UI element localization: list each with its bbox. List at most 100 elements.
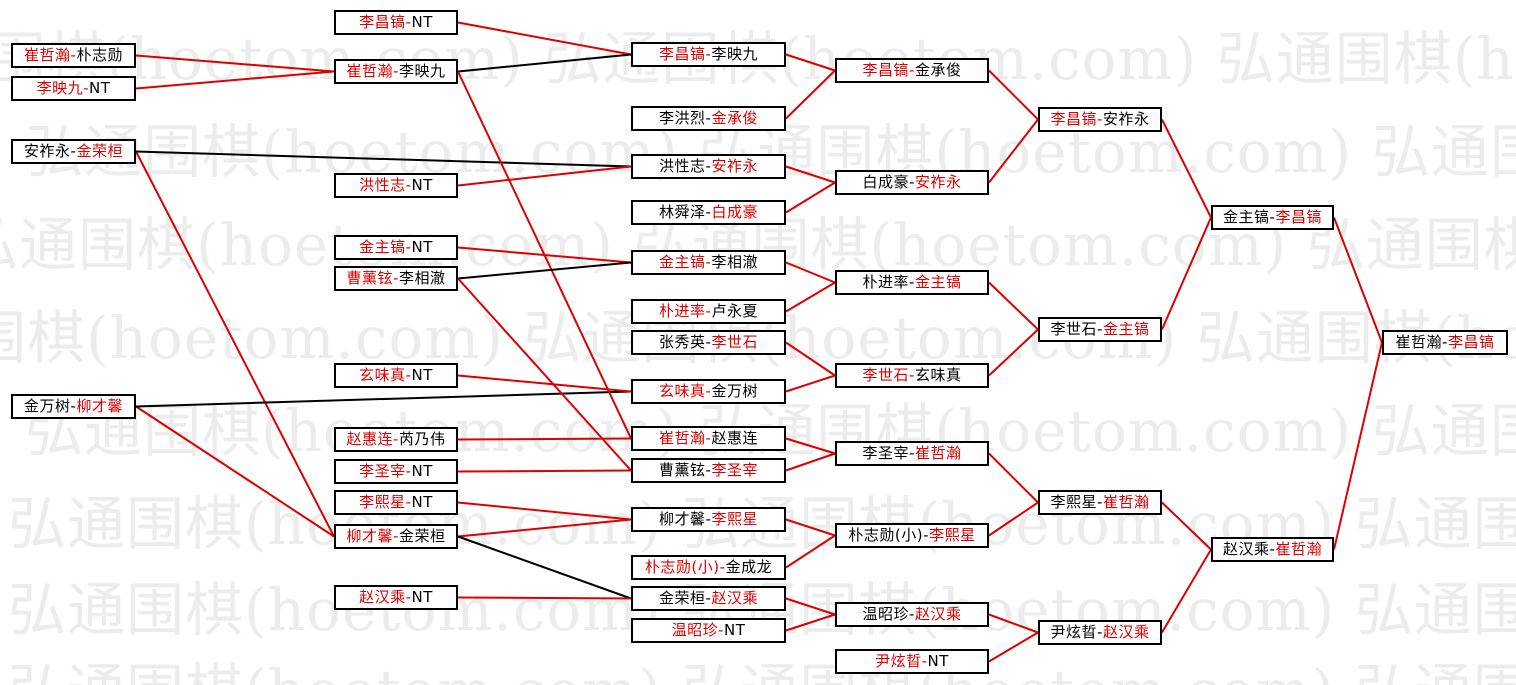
connector-line: [785, 53, 836, 72]
connector-line: [457, 261, 632, 280]
player-name-2: NT: [927, 652, 949, 670]
player-name-1: 洪性志: [659, 157, 706, 175]
name-separator: -: [1442, 333, 1448, 351]
match-box-e8: 尹炫晢 - NT: [835, 649, 989, 674]
connector-line: [135, 54, 335, 73]
player-name-2: 李映九: [711, 45, 758, 63]
match-box-g2: 赵汉乘 - 崔哲瀚: [1211, 537, 1334, 562]
match-box-b1: 崔哲瀚 - 朴志勋: [11, 43, 136, 68]
player-name-2: 安祚永: [711, 157, 758, 175]
connector-line: [457, 21, 632, 56]
match-box-b3: 安祚永 - 金荣桓: [11, 139, 136, 164]
player-name-2: 李相澈: [398, 269, 446, 287]
player-name-2: 金荣桓: [76, 142, 123, 160]
player-name-2: 崔哲瀚: [914, 444, 962, 462]
name-separator: -: [705, 333, 712, 351]
connector-line: [988, 328, 1039, 377]
name-separator: -: [1269, 208, 1276, 226]
player-name-1: 崔哲瀚: [659, 429, 706, 447]
match-box-c5: 曹薰铉 - 李相澈: [334, 266, 458, 291]
connector-line: [457, 246, 632, 264]
player-name-2: 安祚永: [914, 173, 962, 191]
player-name-1: 金主镐: [359, 238, 406, 256]
player-name-2: 李世石: [711, 333, 758, 351]
player-name-1: 玄味真: [659, 382, 706, 400]
connector-line: [785, 597, 836, 616]
player-name-2: 卢永夏: [711, 302, 758, 320]
name-separator: -: [1097, 110, 1103, 128]
connector-line: [988, 69, 1039, 121]
name-separator: -: [393, 430, 399, 448]
player-name-1: 玄味真: [359, 366, 406, 384]
player-name-1: 崔哲瀚: [346, 62, 394, 80]
player-name-2: 金万树: [711, 382, 758, 400]
player-name-2: 金荣桓: [398, 527, 446, 545]
match-box-f4: 尹炫晢 - 赵汉乘: [1038, 620, 1162, 645]
name-separator: -: [705, 429, 712, 447]
match-box-c2: 崔哲瀚 - 李映九: [334, 59, 458, 84]
connector-line: [457, 596, 632, 600]
name-separator: -: [705, 510, 712, 528]
name-separator: -: [1097, 623, 1103, 641]
player-name-1: 崔哲瀚: [1395, 333, 1443, 351]
player-name-1: 温昭珍: [671, 621, 719, 639]
match-box-c9: 李熙星 - NT: [334, 490, 458, 515]
player-name-2: 芮乃伟: [398, 430, 446, 448]
match-box-c11: 赵汉乘 - NT: [334, 585, 458, 610]
player-name-2: 赵汉乘: [711, 589, 758, 607]
player-name-1: 李昌镐: [862, 61, 910, 79]
connector-line: [988, 118, 1039, 184]
player-name-1: 金荣桓: [659, 589, 706, 607]
connector-line: [457, 469, 632, 473]
match-box-d6: 朴进率 - 卢永夏: [631, 299, 786, 324]
name-separator: -: [705, 253, 712, 271]
match-box-d11: 柳才馨 - 李熙星: [631, 507, 786, 532]
connector-line: [785, 181, 836, 214]
player-name-2: 金承俊: [711, 109, 758, 127]
player-name-1: 金万树: [24, 397, 71, 415]
match-box-g1: 金主镐 - 李昌镐: [1211, 205, 1334, 230]
connector-line: [1161, 217, 1212, 330]
name-separator: -: [70, 397, 77, 415]
match-box-d1: 李昌镐 - 李映九: [631, 42, 786, 67]
name-separator: -: [909, 273, 915, 291]
connector-line: [135, 151, 335, 537]
player-name-1: 李洪烈: [659, 109, 706, 127]
name-separator: -: [405, 366, 412, 384]
match-box-b2: 李映九 - NT: [11, 76, 136, 101]
connector-line: [785, 518, 836, 537]
name-separator: -: [909, 605, 915, 623]
match-box-d13: 金荣桓 - 赵汉乘: [631, 586, 786, 611]
player-name-1: 李圣宰: [862, 444, 910, 462]
connector-line: [1161, 548, 1212, 634]
player-name-2: 白成豪: [711, 203, 758, 221]
watermark-text: 弘通围棋(hoetom.com) 弘通围棋(hoetom.com) 弘通围棋(h…: [8, 662, 1516, 685]
match-box-f2: 李世石 - 金主镐: [1038, 317, 1162, 342]
player-name-1: 张秀英: [659, 333, 706, 351]
match-box-d4: 林舜泽 - 白成豪: [631, 200, 786, 225]
player-name-2: 崔哲瀚: [1102, 493, 1150, 511]
connector-line: [135, 150, 632, 168]
player-name-1: 曹薰铉: [346, 269, 394, 287]
match-box-h1: 崔哲瀚 - 李昌镐: [1382, 330, 1508, 355]
player-name-2: 李熙星: [711, 510, 758, 528]
connector-line: [785, 281, 836, 313]
connector-line: [988, 452, 1039, 504]
player-name-2: NT: [411, 366, 433, 384]
player-name-1: 曹薰铉: [659, 461, 706, 479]
player-name-2: 金主镐: [914, 273, 962, 291]
connector-line: [785, 613, 836, 632]
connector-line: [988, 281, 1039, 331]
player-name-1: 温昭珍: [862, 605, 910, 623]
match-box-c10: 柳才馨 - 金荣桓: [334, 524, 458, 549]
match-box-d2: 李洪烈 - 金承俊: [631, 106, 786, 131]
player-name-2: 朴志勋: [76, 46, 123, 64]
player-name-2: 李相澈: [711, 253, 758, 271]
player-name-1: 李熙星: [359, 493, 406, 511]
player-name-1: 李世石: [1050, 320, 1098, 338]
match-box-c3: 洪性志 - NT: [334, 173, 458, 198]
player-name-2: 崔哲瀚: [1275, 540, 1322, 558]
connector-line: [1161, 119, 1212, 218]
match-box-e2: 白成豪 - 安祚永: [835, 170, 989, 195]
player-name-1: 朴进率: [862, 273, 910, 291]
